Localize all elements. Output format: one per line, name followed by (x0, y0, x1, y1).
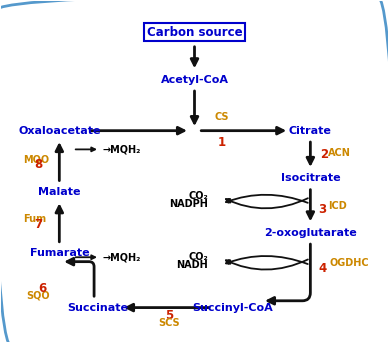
Text: 8: 8 (34, 158, 42, 171)
Text: SQO: SQO (26, 291, 50, 301)
Text: →MQH₂: →MQH₂ (103, 252, 141, 262)
Text: CO₂: CO₂ (188, 191, 208, 201)
Text: MQO: MQO (23, 155, 49, 165)
Text: CS: CS (214, 112, 229, 122)
Text: Acetyl-CoA: Acetyl-CoA (161, 75, 228, 85)
Text: Fum: Fum (23, 214, 46, 224)
Text: Succinate: Succinate (67, 303, 128, 312)
Text: ICD: ICD (328, 201, 347, 211)
Text: Oxaloacetate: Oxaloacetate (18, 126, 101, 136)
Text: Malate: Malate (38, 187, 81, 197)
Text: NADPH: NADPH (169, 199, 208, 209)
Text: Fumarate: Fumarate (30, 248, 89, 258)
Text: SCS: SCS (159, 318, 180, 328)
Text: 2-oxoglutarate: 2-oxoglutarate (264, 228, 357, 238)
Text: OGDHC: OGDHC (330, 258, 369, 268)
Text: 3: 3 (318, 203, 326, 216)
Text: →MQH₂: →MQH₂ (103, 144, 141, 154)
Text: CO₂: CO₂ (188, 252, 208, 262)
Text: Succinyl-CoA: Succinyl-CoA (193, 303, 273, 312)
Text: Carbon source: Carbon source (147, 25, 242, 38)
Text: Citrate: Citrate (289, 126, 332, 136)
Text: 2: 2 (320, 148, 328, 161)
Text: 7: 7 (34, 218, 42, 231)
Text: 6: 6 (38, 282, 46, 295)
Text: Isocitrate: Isocitrate (280, 173, 340, 183)
Text: 5: 5 (165, 309, 173, 322)
Text: NADH: NADH (176, 260, 208, 270)
Text: ACN: ACN (328, 148, 350, 158)
Text: 1: 1 (217, 136, 226, 149)
Text: 4: 4 (318, 262, 326, 275)
